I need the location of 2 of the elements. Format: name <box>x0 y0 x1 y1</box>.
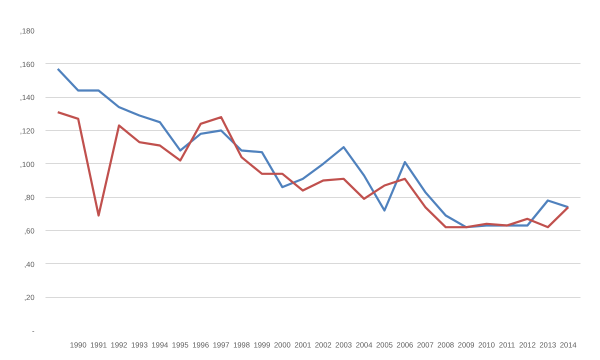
line-series <box>56 68 570 228</box>
line-series <box>56 111 570 228</box>
